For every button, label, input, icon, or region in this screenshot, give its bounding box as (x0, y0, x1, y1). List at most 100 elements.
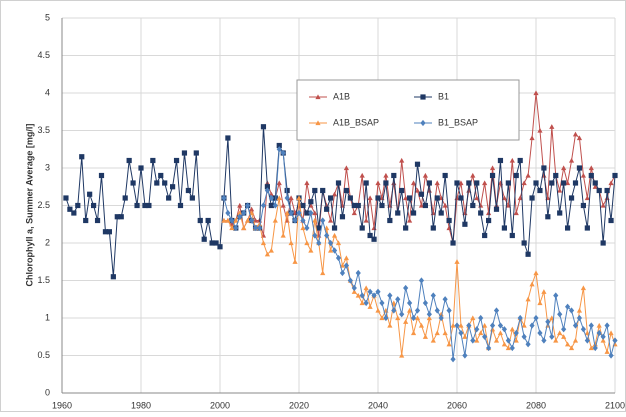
point (529, 322, 535, 329)
point (600, 333, 606, 340)
point (474, 337, 480, 343)
point (395, 210, 401, 216)
point (410, 180, 417, 186)
point (521, 333, 527, 340)
point (75, 202, 81, 209)
y-tick-label: 4 (45, 87, 50, 97)
point (474, 195, 480, 201)
point (541, 337, 547, 344)
point (442, 202, 448, 208)
point (264, 187, 270, 194)
point (414, 307, 421, 314)
point (245, 202, 251, 209)
series-line (223, 92, 616, 244)
point (249, 206, 255, 212)
point (189, 195, 195, 201)
point (533, 90, 539, 96)
point (462, 221, 468, 227)
point (217, 244, 223, 250)
point (576, 314, 583, 322)
point (331, 232, 338, 238)
point (407, 217, 413, 223)
x-tick-label: 2020 (289, 400, 309, 410)
point (158, 172, 164, 179)
point (229, 217, 235, 224)
point (533, 270, 539, 276)
point (497, 330, 504, 336)
point (351, 202, 357, 209)
point (565, 225, 571, 231)
point (367, 288, 373, 295)
point (561, 334, 567, 339)
point (418, 277, 425, 284)
point (288, 209, 294, 217)
point (470, 315, 476, 321)
point (339, 269, 346, 277)
point (458, 180, 464, 186)
point (584, 195, 590, 201)
point (434, 307, 440, 314)
point (367, 195, 373, 201)
point (572, 180, 579, 186)
point (407, 299, 413, 307)
point (410, 210, 417, 216)
point (221, 194, 227, 202)
point (521, 240, 527, 246)
point (422, 299, 428, 307)
point (470, 337, 476, 344)
point (79, 154, 85, 160)
point (308, 199, 314, 205)
point (513, 172, 519, 179)
point (363, 217, 369, 223)
x-tick-label: 2080 (526, 400, 546, 410)
series-line (223, 148, 616, 360)
point (430, 292, 436, 299)
point (482, 322, 488, 328)
point (154, 180, 160, 186)
point (604, 349, 610, 354)
point (403, 319, 409, 324)
point (513, 210, 519, 216)
y-tick-label: 5 (45, 12, 50, 22)
point (557, 187, 563, 193)
point (568, 157, 575, 163)
point (300, 217, 306, 224)
point (320, 187, 326, 194)
point (118, 214, 124, 220)
point (371, 236, 377, 242)
point (233, 217, 239, 223)
point (241, 209, 247, 217)
point (201, 236, 207, 242)
point (525, 341, 531, 348)
point (612, 337, 618, 344)
point (276, 146, 282, 153)
legend-marker (315, 120, 321, 126)
point (533, 180, 539, 186)
point (395, 296, 401, 303)
point (580, 326, 586, 333)
point (351, 284, 357, 292)
point (608, 217, 614, 224)
point (537, 187, 543, 194)
point (359, 172, 365, 178)
point (256, 224, 263, 232)
point (245, 217, 251, 223)
point (565, 303, 571, 310)
point (418, 202, 425, 208)
point (509, 326, 515, 332)
point (391, 172, 397, 179)
point (517, 314, 523, 322)
point (276, 195, 282, 201)
point (442, 172, 448, 179)
point (312, 217, 318, 223)
point (545, 318, 551, 325)
point (347, 195, 353, 201)
point (474, 180, 480, 186)
point (450, 322, 456, 328)
point (497, 157, 504, 164)
point (328, 195, 334, 201)
point (588, 172, 594, 179)
point (450, 356, 456, 363)
point (383, 172, 389, 178)
point (588, 345, 594, 351)
